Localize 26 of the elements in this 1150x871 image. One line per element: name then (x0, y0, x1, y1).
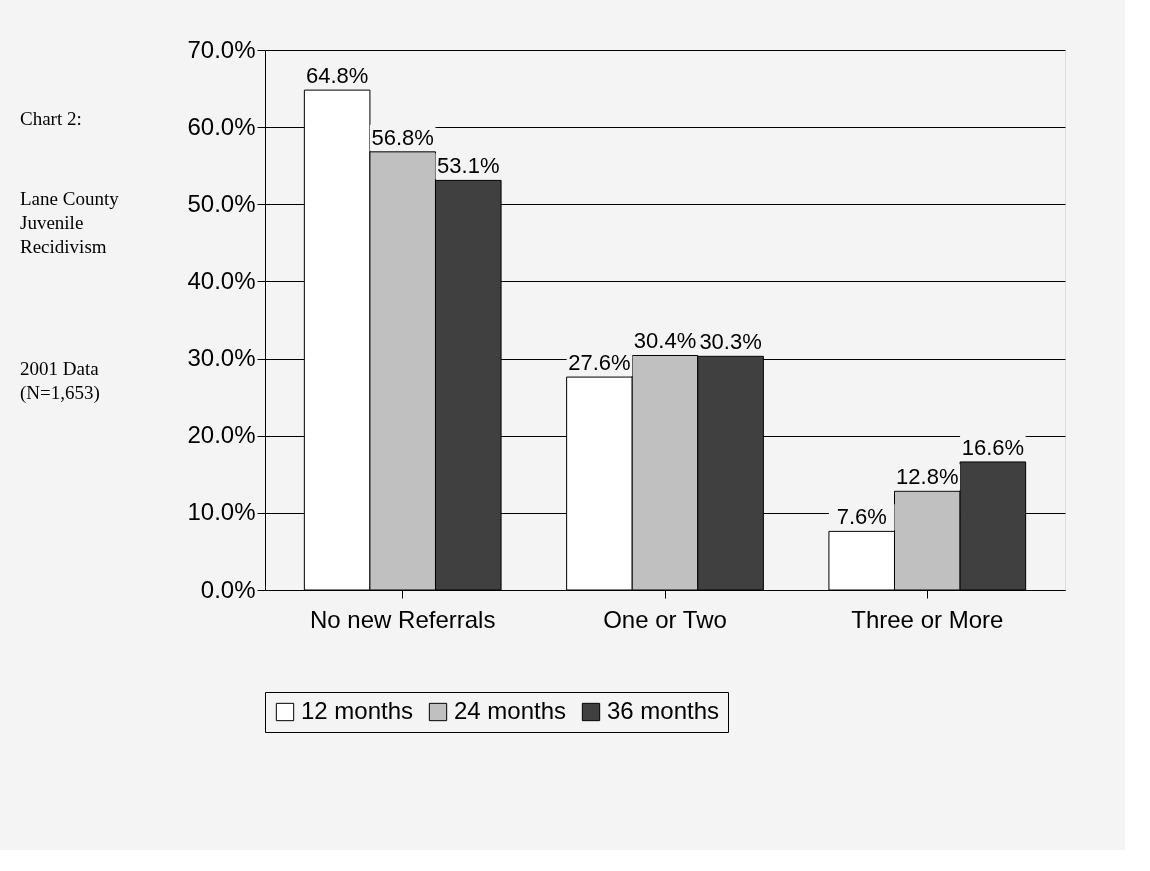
data-label: 7.6% (836, 504, 887, 530)
legend-label: 12 months (301, 697, 414, 724)
data-label: 12.8% (896, 464, 959, 490)
data-label: 16.6% (961, 434, 1025, 460)
caption: Chart 2: (20, 108, 82, 129)
x-tick-label: One or Two (603, 605, 727, 633)
y-tick-label: 30.0% (187, 344, 256, 372)
y-tick-label: 60.0% (187, 112, 256, 140)
data-label: 30.3% (699, 329, 762, 355)
data-label: 53.1% (437, 153, 500, 179)
data-label: 27.6% (568, 350, 631, 376)
y-tick-label: 20.0% (187, 421, 256, 449)
y-tick-label: 70.0% (187, 35, 256, 63)
legend-label: 36 months (607, 697, 720, 724)
x-tick-label: Three or More (851, 605, 1004, 633)
y-tick-label: 50.0% (187, 189, 256, 217)
text: Lane County Juvenile Recidivism (20, 188, 120, 257)
legend-label: 24 months (454, 697, 567, 724)
data-label: 64.8% (305, 63, 369, 89)
y-tick-label: 10.0% (187, 498, 256, 526)
y-tick-label: 40.0% (187, 266, 256, 294)
text: 2001 Data (N=1,653) (20, 358, 100, 404)
y-tick-label: 0.0% (200, 575, 256, 603)
x-tick-label: No new Referrals (310, 605, 496, 633)
data-label: 56.8% (371, 124, 434, 150)
data-label: 30.4% (633, 328, 697, 354)
